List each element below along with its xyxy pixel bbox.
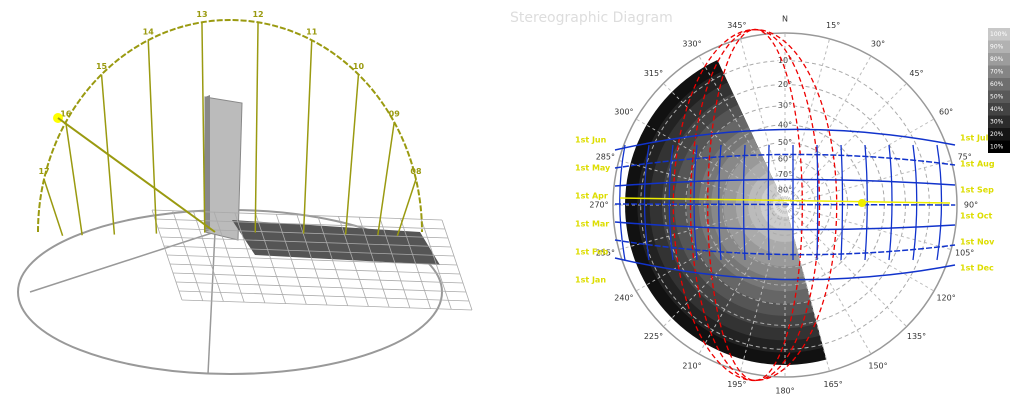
- sun-ray: [58, 118, 215, 232]
- legend-label: 90%: [990, 44, 1004, 51]
- azimuth-label: 15°: [826, 21, 840, 30]
- azimuth-label: 165°: [823, 380, 842, 389]
- azimuth-label: 60°: [939, 108, 953, 117]
- azimuth-label: 270°: [589, 201, 608, 210]
- legend-label: 40%: [990, 106, 1004, 113]
- date-label: 1st Feb: [575, 248, 609, 257]
- date-label: 1st Jun: [575, 136, 607, 145]
- legend-label: 60%: [990, 81, 1004, 88]
- hour-curve: [768, 145, 769, 260]
- azimuth-label: 120°: [936, 294, 955, 303]
- hour-label: 08: [410, 167, 422, 176]
- hour-curve: [817, 145, 818, 260]
- legend-label: 100%: [990, 31, 1007, 38]
- legend-label: 50%: [990, 94, 1004, 101]
- azimuth-label: 45°: [909, 69, 923, 78]
- azimuth-label: 240°: [614, 294, 633, 303]
- legend-label: 80%: [990, 56, 1004, 63]
- legend-label: 70%: [990, 69, 1004, 76]
- hour-label: 10: [353, 62, 365, 71]
- azimuth-label: 315°: [644, 69, 663, 78]
- sun-path-view: 17161514131211100908 Stereographic Diagr…: [0, 0, 1012, 398]
- date-label: 1st Aug: [960, 160, 995, 169]
- azimuth-label: 105°: [955, 249, 974, 258]
- azimuth-label: 180°: [775, 387, 794, 396]
- azimuth-label: 330°: [682, 39, 701, 48]
- azimuth-label: 300°: [614, 108, 633, 117]
- date-label: 1st Nov: [960, 238, 995, 247]
- azimuth-label: N: [782, 15, 788, 24]
- azimuth-label: 285°: [596, 152, 615, 161]
- hour-line: [255, 22, 258, 232]
- hour-line: [44, 179, 63, 235]
- azimuth-label: 30°: [871, 39, 885, 48]
- ground-axis: [30, 232, 215, 292]
- date-label: 1st Sep: [960, 186, 994, 195]
- sun-path: [615, 204, 955, 205]
- hour-label: 09: [389, 110, 401, 119]
- ground-axis: [208, 232, 215, 374]
- azimuth-label: 135°: [907, 332, 926, 341]
- hour-label: 15: [96, 62, 108, 71]
- azimuth-label: 195°: [727, 380, 746, 389]
- legend-label: 10%: [990, 144, 1004, 151]
- hour-curve: [841, 145, 843, 260]
- date-label: 1st Oct: [960, 212, 992, 221]
- legend-label: 30%: [990, 119, 1004, 126]
- hour-line: [346, 74, 359, 234]
- hour-line: [202, 22, 205, 232]
- hour-line: [66, 122, 82, 235]
- hour-line: [397, 179, 416, 235]
- hour-label: 14: [143, 28, 155, 37]
- azimuth-label: 90°: [964, 201, 978, 210]
- azimuth-label: 345°: [727, 21, 746, 30]
- sun-position: [858, 199, 866, 207]
- date-label: 1st Mar: [575, 220, 609, 229]
- stereographic-diagram: Stereographic Diagram 10°20°30°40°50°60°…: [510, 10, 1010, 396]
- legend-label: 20%: [990, 131, 1004, 138]
- hour-label: 11: [306, 28, 318, 37]
- azimuth-label: 210°: [682, 362, 701, 371]
- date-label: 1st May: [575, 164, 611, 173]
- date-label: 1st Jul: [960, 134, 989, 143]
- azimuth-label: 150°: [868, 362, 887, 371]
- date-label: 1st Dec: [960, 264, 994, 273]
- wall-edge: [205, 95, 210, 232]
- diagram-title: Stereographic Diagram: [510, 10, 673, 26]
- azimuth-label: 225°: [644, 332, 663, 341]
- hour-label: 13: [196, 10, 207, 19]
- hour-label: 12: [252, 10, 263, 19]
- hour-curve: [620, 145, 625, 260]
- hour-line: [304, 40, 312, 233]
- date-label: 1st Apr: [575, 192, 608, 201]
- hour-line: [148, 40, 156, 233]
- hour-label: 17: [38, 167, 49, 176]
- date-label: 1st Jan: [575, 276, 606, 285]
